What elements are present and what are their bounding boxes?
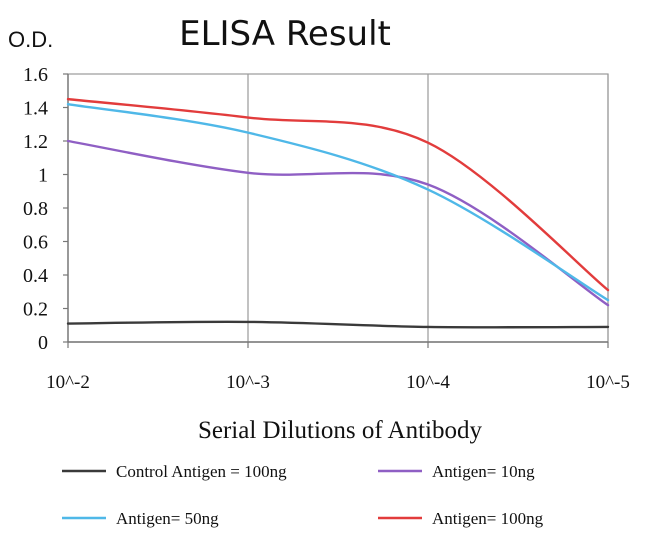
legend-label: Control Antigen = 100ng — [116, 462, 287, 481]
series-line-2 — [66, 102, 610, 302]
series-line-1 — [66, 139, 610, 307]
y-tick-label: 1.6 — [23, 64, 48, 86]
y-tick-label: 0.4 — [23, 265, 48, 287]
y-tick-label: 1 — [38, 165, 48, 187]
series-line-0 — [66, 320, 610, 329]
series-line-3 — [66, 97, 610, 292]
legend-label: Antigen= 100ng — [432, 509, 544, 528]
x-axis-label: Serial Dilutions of Antibody — [198, 417, 483, 444]
legend-label: Antigen= 50ng — [116, 509, 219, 528]
y-tick-label: 0.2 — [23, 299, 48, 321]
x-tick-label: 10^-5 — [586, 372, 630, 393]
series-lines — [66, 97, 610, 329]
y-tick-label: 1.2 — [23, 131, 48, 153]
chart-title: ELISA Result — [179, 14, 391, 54]
y-tick-label: 0.6 — [23, 232, 48, 254]
x-tick-label: 10^-4 — [406, 372, 450, 393]
x-tick-label: 10^-3 — [226, 372, 270, 393]
y-axis-label: O.D. — [8, 27, 53, 52]
axes — [63, 73, 609, 348]
legend: Control Antigen = 100ng Antigen= 10ng Anti… — [62, 462, 544, 528]
x-tick-label: 10^-2 — [46, 372, 90, 393]
x-tick-labels: 10^-2 10^-3 10^-4 10^-5 — [46, 372, 630, 393]
legend-label: Antigen= 10ng — [432, 462, 535, 481]
y-tick-label: 0 — [38, 332, 48, 354]
y-tick-label: 0.8 — [23, 198, 48, 220]
y-tick-label: 1.4 — [23, 98, 48, 120]
y-tick-labels: 0 0.2 0.4 0.6 0.8 1 1.2 1.4 1.6 — [23, 64, 48, 354]
